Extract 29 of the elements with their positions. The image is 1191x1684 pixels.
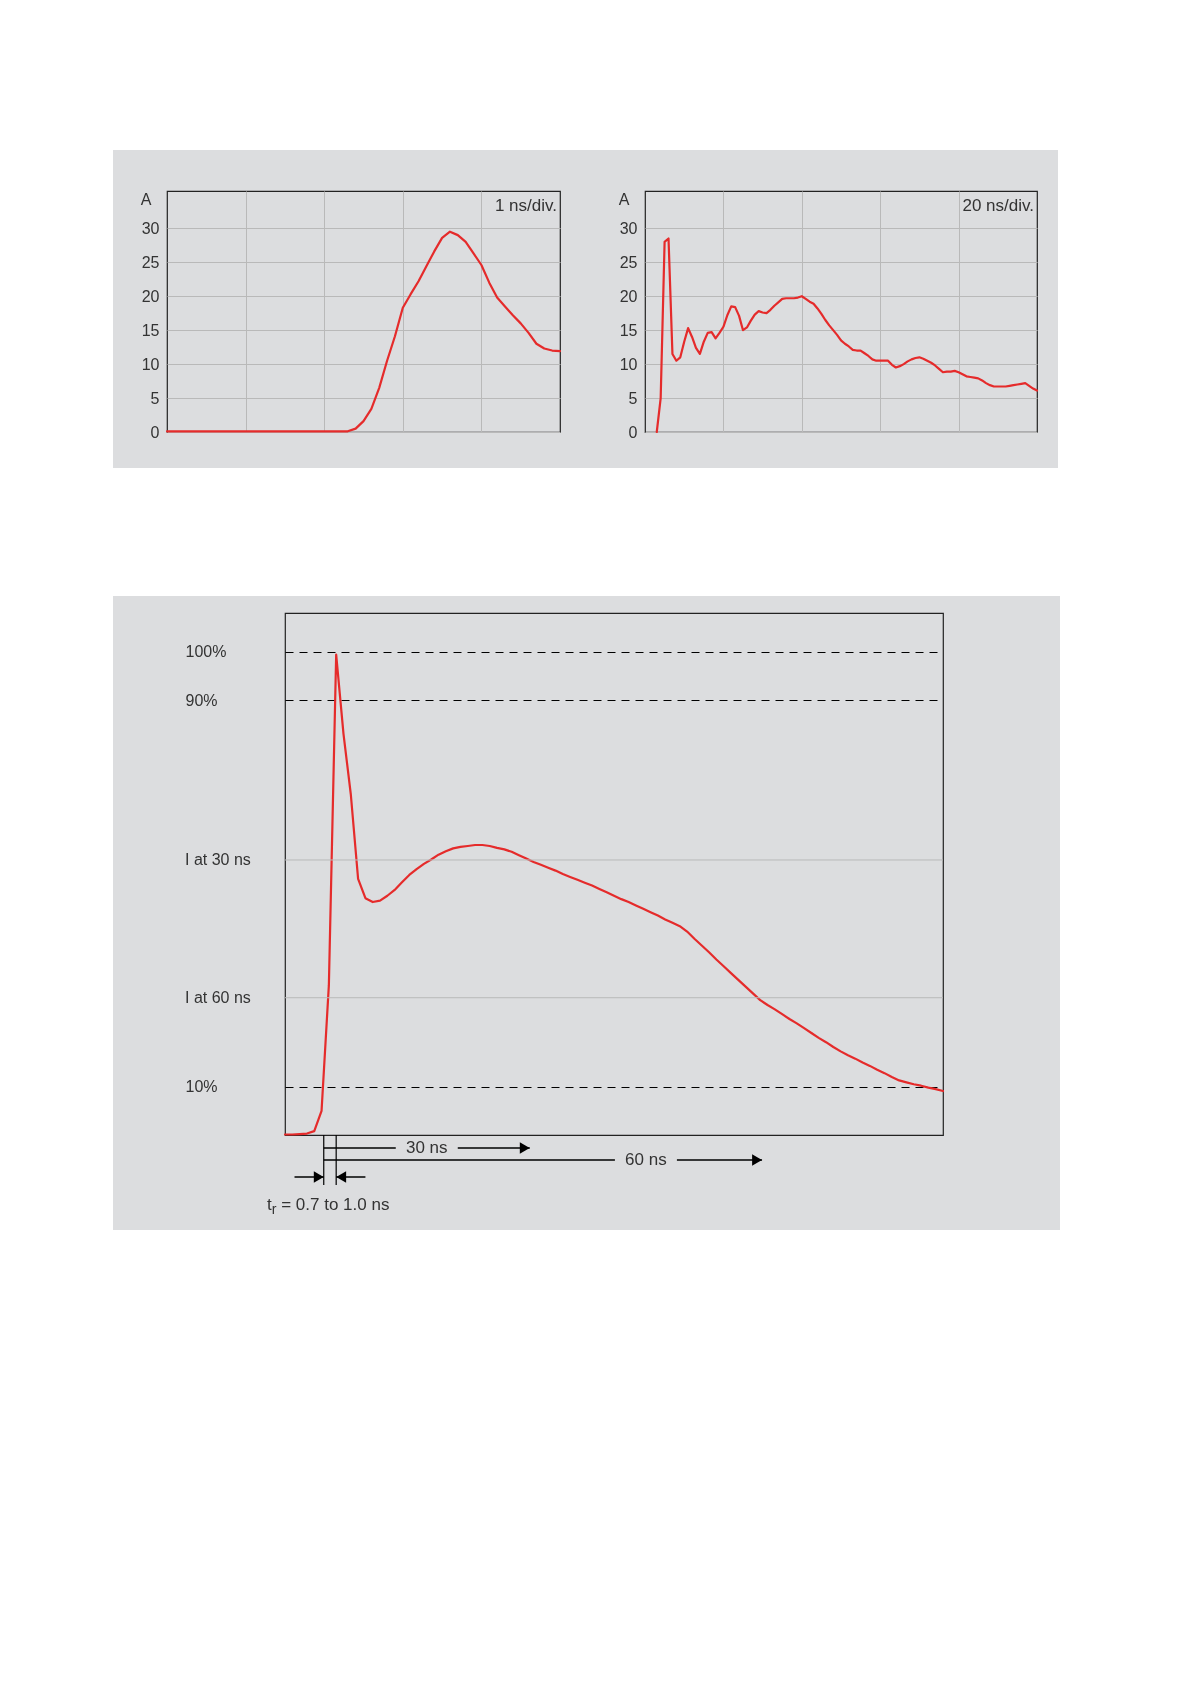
line-series	[283, 653, 945, 1136]
y-tick-label: 20	[141, 287, 160, 305]
line-series	[655, 237, 1039, 434]
y-tick-label: 10	[141, 355, 160, 373]
y-tick-label: 10%	[185, 1078, 218, 1096]
y-tick-label: 100%	[185, 643, 227, 661]
y-tick-label: 5	[628, 389, 638, 407]
line-series	[165, 230, 562, 433]
annotation: 1 ns/div.	[494, 196, 557, 215]
text: 30 ns	[405, 1138, 448, 1157]
y-tick-label: 30	[619, 219, 638, 237]
y-tick-label: 5	[150, 389, 160, 407]
text: 60 ns	[625, 1150, 667, 1169]
y-axis-title: A	[140, 190, 152, 208]
ref-line-label: I at 30 ns	[185, 850, 251, 868]
y-tick-label: 15	[619, 321, 638, 339]
y-tick-label: 15	[141, 321, 160, 339]
y-tick-label: 0	[628, 423, 638, 441]
ref-line-label: I at 60 ns	[185, 988, 251, 1006]
y-tick-label: 90%	[185, 691, 218, 709]
y-tick-label: 30	[141, 219, 160, 237]
y-tick-label: 20	[619, 287, 638, 305]
y-axis-title: A	[618, 190, 630, 208]
annotation: 20 ns/div.	[962, 196, 1034, 215]
y-tick-label: 25	[141, 253, 160, 271]
y-tick-label: 10	[619, 355, 638, 373]
y-tick-label: 0	[150, 423, 160, 441]
y-tick-label: 25	[619, 253, 638, 271]
text: t$_{r}$ = 0.7 to 1.0 ns	[267, 1195, 390, 1218]
